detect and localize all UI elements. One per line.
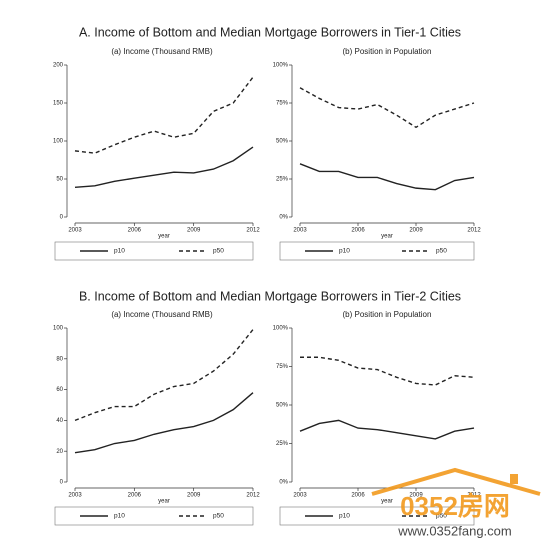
x-tick-label: 2003 (293, 228, 307, 234)
legend-label: p50 (213, 248, 224, 255)
y-tick-label: 20 (56, 449, 63, 455)
x-tick-label: 2009 (409, 228, 423, 234)
legend-box (54, 506, 254, 526)
y-tick-label: 100% (273, 63, 289, 69)
panel-title: (a) Income (Thousand RMB) (111, 310, 213, 319)
legend-label: p10 (114, 248, 125, 255)
series-line (74, 146, 254, 189)
watermark-url: www.0352fang.com (397, 523, 511, 538)
watermark-brand: 0352房网 (400, 491, 510, 521)
legend-label: p50 (436, 513, 447, 520)
y-tick-label: 200 (53, 63, 64, 69)
x-tick-label: 2009 (187, 493, 201, 499)
legend-label: p10 (339, 513, 350, 520)
series-line (299, 419, 475, 440)
series-line (300, 356, 475, 386)
y-tick-label: 75% (276, 101, 289, 107)
x-tick-label: 2012 (246, 493, 260, 499)
panel-title: (b) Position in Population (343, 47, 432, 56)
y-tick-label: 50 (56, 177, 63, 183)
y-tick-label: 0 (60, 215, 64, 221)
watermark-roof (371, 467, 541, 496)
x-axis-label: year (381, 234, 393, 240)
x-tick-label: 2009 (409, 493, 423, 499)
legend-label: p10 (114, 513, 125, 520)
y-tick-label: 80 (56, 356, 63, 362)
y-tick-label: 0% (279, 215, 288, 221)
series-line (74, 76, 254, 154)
watermark: 0352房网 www.0352fang.com (371, 467, 541, 538)
series-line (299, 87, 475, 129)
x-tick-label: 2003 (293, 493, 307, 499)
legend-label: p10 (339, 248, 350, 255)
y-tick-label: 25% (276, 177, 289, 183)
figure-heading: A. Income of Bottom and Median Mortgage … (79, 25, 461, 39)
x-tick-label: 2006 (128, 228, 142, 234)
x-axis-label: year (158, 234, 170, 240)
panel-title: (a) Income (Thousand RMB) (111, 47, 213, 56)
legend-label: p50 (436, 248, 447, 255)
x-tick-label: 2006 (128, 493, 142, 499)
x-tick-label: 2012 (246, 228, 260, 234)
y-tick-label: 25% (276, 441, 289, 447)
y-tick-label: 40 (56, 418, 63, 424)
panel-title: (b) Position in Population (343, 310, 432, 319)
x-tick-label: 2006 (351, 493, 365, 499)
x-tick-label: 2003 (68, 493, 82, 499)
x-tick-label: 2003 (68, 228, 82, 234)
series-line (299, 163, 475, 191)
legend-box (54, 241, 254, 261)
y-tick-label: 150 (53, 101, 64, 107)
x-tick-label: 2006 (351, 228, 365, 234)
y-tick-label: 100 (53, 139, 64, 145)
y-tick-label: 100% (273, 326, 289, 332)
y-tick-label: 60 (56, 387, 63, 393)
x-tick-label: 2012 (467, 493, 481, 499)
series-line (74, 329, 254, 422)
y-tick-label: 0% (279, 480, 288, 486)
x-tick-label: 2012 (467, 228, 481, 234)
series-line (74, 392, 254, 454)
y-tick-label: 75% (276, 364, 289, 370)
legend-box (279, 241, 475, 261)
x-tick-label: 2009 (187, 228, 201, 234)
watermark-chimney (510, 474, 518, 484)
legend-label: p50 (213, 513, 224, 520)
y-tick-label: 50% (276, 139, 289, 145)
y-tick-label: 50% (276, 403, 289, 409)
x-axis-label: year (158, 499, 170, 505)
figure-heading: B. Income of Bottom and Median Mortgage … (79, 289, 461, 303)
x-axis-label: year (381, 499, 393, 505)
legend-box (279, 506, 475, 526)
y-tick-label: 100 (53, 326, 64, 332)
y-tick-label: 0 (60, 480, 64, 486)
